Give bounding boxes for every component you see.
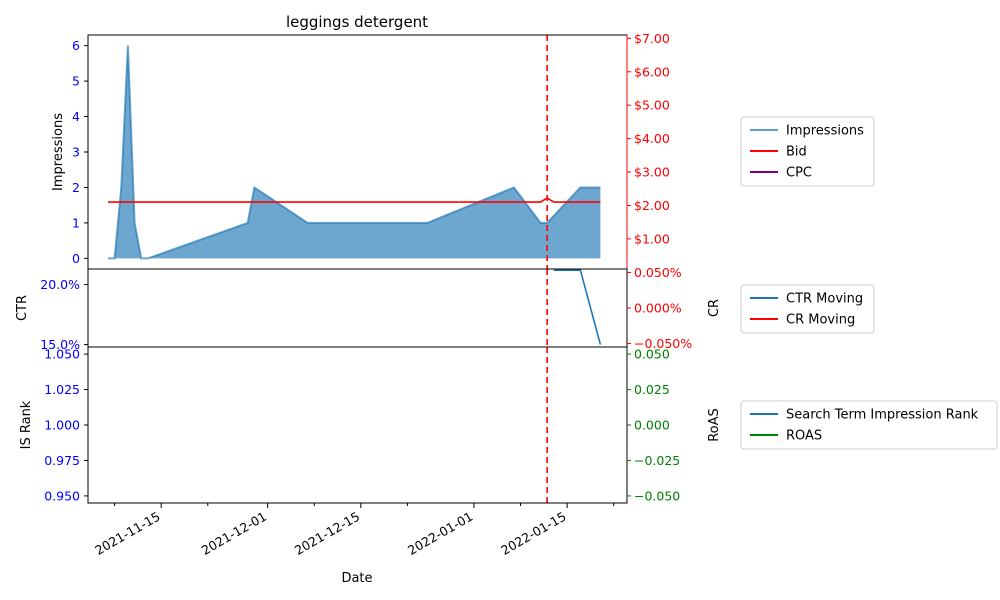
legend-label-bid: Bid xyxy=(786,145,807,160)
panel-frame-ctr xyxy=(87,268,628,348)
chart-title: leggings detergent xyxy=(286,13,428,31)
right-tick-label-rank-1: −0.025 xyxy=(634,453,680,468)
impressions-point-4 xyxy=(134,222,136,224)
right-tick-label-impressions-1: $2.00 xyxy=(634,198,670,213)
impressions-point-3 xyxy=(127,45,129,47)
x-tick-label-2: 2021-12-15 xyxy=(292,509,362,558)
x-tick-label-0: 2021-11-15 xyxy=(92,509,162,558)
legend-impressions xyxy=(740,116,875,187)
bid-point-0 xyxy=(107,201,109,203)
right-tick-label-impressions-4: $5.00 xyxy=(634,98,670,113)
impressions-point-11 xyxy=(513,187,515,189)
left-tick-label-rank-4: 1.050 xyxy=(44,347,80,362)
right-tick-label-rank-2: 0.000 xyxy=(634,418,670,433)
x-tick-label-1: 2021-12-01 xyxy=(199,509,269,558)
impressions-area xyxy=(108,45,601,259)
ctr-moving-point-1 xyxy=(580,269,582,271)
right-tick-label-ctr-0: −0.050% xyxy=(634,336,692,351)
left-tick-label-rank-2: 1.000 xyxy=(44,418,80,433)
left-tick-label-impressions-0: 0 xyxy=(72,251,80,266)
impressions-point-10 xyxy=(427,222,429,224)
legend-label-impressions: Impressions xyxy=(786,124,864,139)
x-axis-label: Date xyxy=(341,571,372,586)
impressions-point-5 xyxy=(140,258,142,260)
left-tick-label-ctr-1: 20.0% xyxy=(40,277,80,292)
left-tick-label-impressions-5: 5 xyxy=(72,74,80,89)
impressions-point-13 xyxy=(546,222,548,224)
impressions-point-2 xyxy=(121,187,123,189)
left-tick-label-rank-0: 0.950 xyxy=(44,488,80,503)
legend-label-ctr-moving: CTR Moving xyxy=(786,292,863,307)
left-tick-label-impressions-2: 2 xyxy=(72,180,80,195)
panel-frame-rank xyxy=(87,346,628,504)
legend-label-search-term-impression-rank: Search Term Impression Rank xyxy=(786,408,979,423)
impressions-point-0 xyxy=(107,258,109,260)
right-tick-label-impressions-5: $6.00 xyxy=(634,64,670,79)
bid-line xyxy=(108,197,601,203)
left-tick-label-impressions-1: 1 xyxy=(72,215,80,230)
ctr-moving-line xyxy=(553,269,602,345)
right-axis-label-rank: RoAS xyxy=(707,408,722,442)
left-tick-label-rank-1: 0.975 xyxy=(44,453,80,468)
ctr-moving-point-0 xyxy=(553,269,555,271)
right-axis-label-ctr: CR xyxy=(707,299,722,317)
impressions-line xyxy=(108,45,601,260)
right-tick-label-impressions-3: $4.00 xyxy=(634,131,670,146)
impressions-point-7 xyxy=(247,222,249,224)
bid-point-4 xyxy=(600,201,602,203)
left-tick-label-impressions-6: 6 xyxy=(72,38,80,53)
left-tick-label-impressions-4: 4 xyxy=(72,109,80,124)
impressions-point-12 xyxy=(540,222,542,224)
right-tick-label-rank-3: 0.025 xyxy=(634,382,670,397)
right-tick-label-rank-0: −0.050 xyxy=(634,488,680,503)
left-tick-label-ctr-0: 15.0% xyxy=(40,337,80,352)
impressions-point-6 xyxy=(147,258,149,260)
right-tick-label-ctr-1: 0.000% xyxy=(634,301,682,316)
left-axis-label-rank: IS Rank xyxy=(19,400,34,449)
impressions-point-14 xyxy=(580,187,582,189)
right-tick-label-impressions-2: $3.00 xyxy=(634,165,670,180)
left-tick-label-rank-3: 1.025 xyxy=(44,382,80,397)
impressions-point-15 xyxy=(600,187,602,189)
legend-label-roas: ROAS xyxy=(786,429,822,444)
left-axis-label-impressions: Impressions xyxy=(51,113,66,191)
impressions-point-8 xyxy=(254,187,256,189)
bid-point-3 xyxy=(553,201,555,203)
x-tick-label-4: 2022-01-15 xyxy=(498,509,568,558)
legend-label-cr-moving: CR Moving xyxy=(786,313,855,328)
legend-label-cpc: CPC xyxy=(786,166,812,181)
left-tick-label-impressions-3: 3 xyxy=(72,145,80,160)
impressions-point-1 xyxy=(114,258,116,260)
right-tick-label-rank-4: 0.050 xyxy=(634,347,670,362)
impressions-point-9 xyxy=(307,222,309,224)
bid-point-1 xyxy=(540,201,542,203)
right-tick-label-impressions-0: $1.00 xyxy=(634,231,670,246)
right-tick-label-ctr-2: 0.050% xyxy=(634,265,682,280)
right-tick-label-impressions-6: $7.00 xyxy=(634,31,670,46)
left-axis-label-ctr: CTR xyxy=(15,295,30,321)
x-tick-label-3: 2022-01-01 xyxy=(405,509,475,558)
legend-rank xyxy=(740,400,998,450)
ctr-moving-point-2 xyxy=(600,344,602,346)
